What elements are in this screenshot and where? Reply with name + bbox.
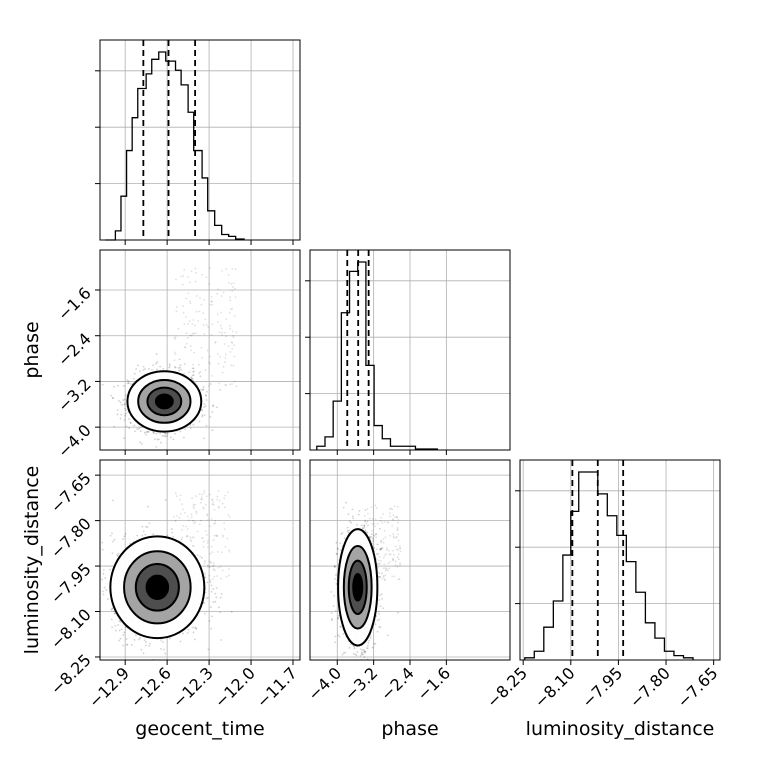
geocent-time-hist-frame: [99, 39, 301, 241]
luminosity-distance-y-tick-1: −8.10: [47, 605, 95, 653]
phase-x-tick-1: −3.2: [341, 663, 382, 704]
x-axis-title-2: luminosity_distance: [526, 718, 715, 740]
phase-x-tick-0: −4.0: [304, 663, 345, 704]
luminosity-distance-vs-geocent-time-contour-3: [145, 574, 170, 600]
luminosity-distance-y-tick-0: −8.25: [47, 650, 95, 698]
geocent-time-x-tick-2: −12.3: [169, 663, 217, 711]
luminosity-distance-vs-phase-contour-3: [352, 572, 364, 602]
luminosity-distance-vs-phase-points: [330, 501, 402, 660]
luminosity-distance-x-tick-0: −8.25: [483, 663, 531, 711]
luminosity-distance-x-tick-1: −8.10: [531, 663, 579, 711]
y-axis-title-0: phase: [21, 321, 43, 378]
luminosity-distance-hist-hist: [524, 471, 694, 660]
luminosity-distance-hist-frame: [519, 459, 721, 661]
x-axis-title-0: geocent_time: [135, 718, 264, 740]
phase-hist-hist: [316, 261, 438, 450]
geocent-time-x-tick-3: −12.0: [211, 663, 259, 711]
phase-y-tick-0: −4.0: [54, 421, 95, 462]
phase-y-tick-3: −1.6: [54, 283, 95, 324]
luminosity-distance-y-tick-4: −7.65: [47, 469, 95, 517]
luminosity-distance-y-tick-3: −7.80: [47, 514, 95, 562]
phase-y-tick-1: −3.2: [54, 375, 95, 416]
luminosity-distance-vs-geocent-time-points: [100, 489, 233, 660]
phase-y-tick-2: −2.4: [54, 329, 95, 370]
geocent-time-x-tick-0: −12.9: [85, 663, 133, 711]
phase-x-tick-3: −1.6: [413, 663, 454, 704]
phase-x-tick-2: −2.4: [377, 663, 418, 704]
geocent-time-x-tick-1: −12.6: [127, 663, 175, 711]
x-axis-title-1: phase: [381, 718, 438, 740]
luminosity-distance-y-tick-2: −7.95: [47, 559, 95, 607]
geocent-time-x-tick-4: −11.7: [253, 663, 301, 711]
luminosity-distance-vs-geocent-time-frame: [99, 459, 301, 661]
phase-vs-geocent-time-contour-3: [154, 393, 174, 410]
phase-vs-geocent-time-points: [101, 267, 238, 450]
geocent-time-hist-hist: [105, 51, 245, 241]
luminosity-distance-x-tick-3: −7.80: [626, 663, 674, 711]
luminosity-distance-x-tick-2: −7.95: [578, 663, 626, 711]
y-axis-title-1: luminosity_distance: [21, 466, 43, 655]
phase-vs-geocent-time-frame: [99, 249, 301, 451]
luminosity-distance-x-tick-4: −7.65: [673, 663, 721, 711]
